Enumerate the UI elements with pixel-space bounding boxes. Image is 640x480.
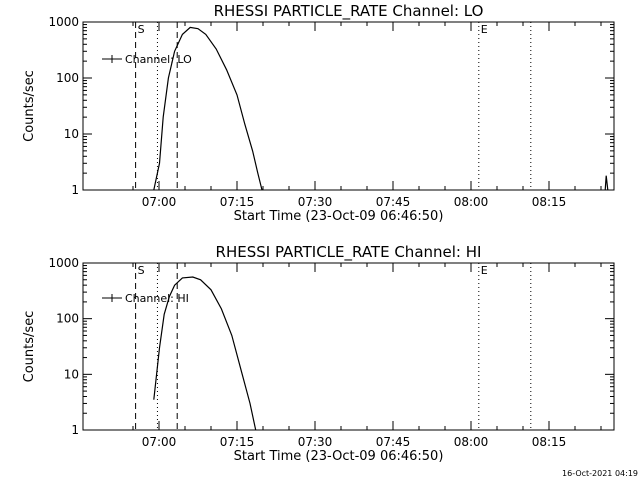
y-tick-label: 1 [71,183,79,197]
legend-label: Channel: HI [125,292,189,305]
x-tick-label: 07:45 [376,435,411,449]
x-tick-label: 07:45 [376,195,411,209]
y-tick-label: 10 [64,127,79,141]
x-tick-label: 07:30 [298,195,333,209]
x-tick-label: 07:15 [220,435,255,449]
series-line-channel-lo [153,26,263,191]
plot-frame [82,21,615,191]
y-axis-label: Counts/sec [22,311,37,383]
x-tick-label: 08:00 [454,435,489,449]
chart-title: RHESSI PARTICLE_RATE Channel: LO [214,2,484,21]
marker-label-s: S [138,23,145,36]
series-line-channel-hi [153,276,257,431]
y-tick-label: 1 [71,423,79,437]
y-tick-label: 10 [64,367,79,381]
plot-timestamp: 16-Oct-2021 04:19 [562,469,638,478]
x-axis-label: Start Time (23-Oct-09 06:46:50) [234,209,444,224]
marker-label-s: S [138,264,145,277]
x-tick-label: 07:30 [298,435,333,449]
y-tick-label: 100 [56,71,79,85]
legend-label: Channel: LO [125,53,192,66]
x-tick-label: 08:00 [454,195,489,209]
y-tick-label: 1000 [48,256,79,270]
chart-panel-2: RHESSI PARTICLE_RATE Channel: HI 1 10 100 10… [22,243,615,464]
series-line-spike [604,175,609,191]
chart-title: RHESSI PARTICLE_RATE Channel: HI [216,243,482,262]
x-tick-label: 07:00 [142,435,177,449]
x-tick-label: 07:00 [142,195,177,209]
x-tick-label: 07:15 [220,195,255,209]
y-axis-label: Counts/sec [22,70,37,142]
plot-frame [82,262,615,431]
marker-label-e: E [481,264,488,277]
y-tick-label: 1000 [48,15,79,29]
x-tick-label: 08:15 [532,195,567,209]
y-tick-label: 100 [56,312,79,326]
x-tick-label: 08:15 [532,435,567,449]
chart-panel-1: RHESSI PARTICLE_RATE Channel: LO 1 10 100 10… [22,2,615,224]
x-axis-label: Start Time (23-Oct-09 06:46:50) [234,449,444,464]
marker-label-e: E [481,23,488,36]
